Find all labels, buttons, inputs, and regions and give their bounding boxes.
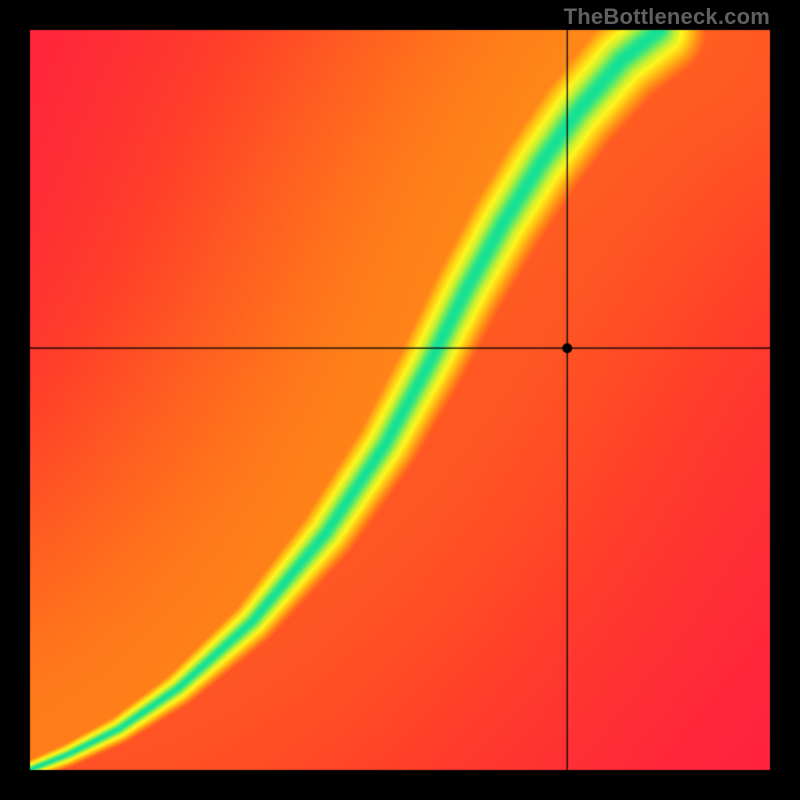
watermark-label: TheBottleneck.com bbox=[564, 4, 770, 30]
chart-container: TheBottleneck.com bbox=[0, 0, 800, 800]
heatmap-canvas bbox=[0, 0, 800, 800]
